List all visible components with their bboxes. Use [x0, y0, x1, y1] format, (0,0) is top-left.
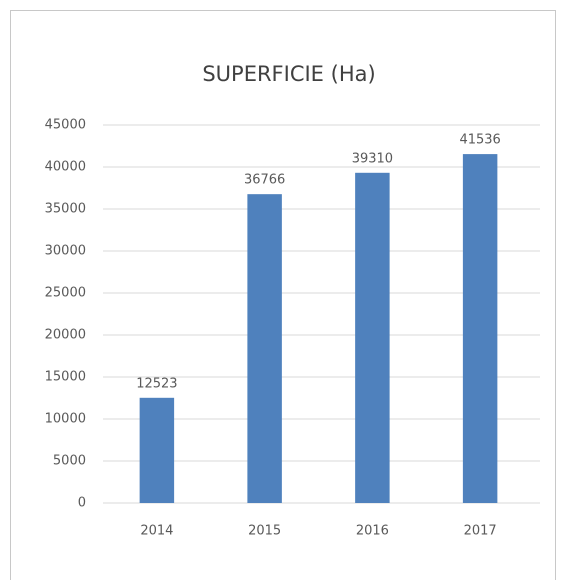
y-tick-label: 35000 [45, 202, 86, 217]
x-tick-label: 2017 [464, 524, 497, 539]
y-tick-label: 25000 [45, 286, 86, 301]
bar [139, 397, 175, 503]
data-label: 39310 [352, 151, 393, 166]
x-tick-label: 2014 [140, 524, 173, 539]
data-label: 41536 [459, 133, 500, 148]
data-label: 12523 [136, 376, 177, 391]
y-tick-label: 30000 [45, 244, 86, 259]
y-tick-label: 0 [78, 496, 86, 511]
y-tick-label: 40000 [45, 160, 86, 175]
bar [462, 154, 498, 503]
y-tick-label: 5000 [53, 454, 86, 469]
chart-title: SUPERFICIE (Ha) [202, 62, 375, 86]
y-tick-label: 15000 [45, 370, 86, 385]
y-tick-label: 10000 [45, 412, 86, 427]
x-tick-label: 2016 [356, 524, 389, 539]
x-tick-label: 2015 [248, 524, 281, 539]
bar [247, 194, 282, 504]
data-label: 36766 [244, 173, 285, 188]
y-tick-label: 20000 [45, 328, 86, 343]
y-tick-label: 45000 [45, 118, 86, 133]
bar [355, 172, 390, 503]
